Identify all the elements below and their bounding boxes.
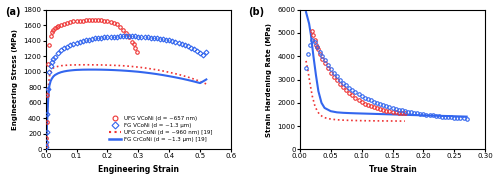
Text: (a): (a) — [5, 7, 20, 17]
Legend: UFG VCoNi (d = ~657 nm), FG VCoNi (d = ~1.3 μm), UFG CrCoNi (d = ~960 nm) [19], : UFG VCoNi (d = ~657 nm), FG VCoNi (d = ~… — [106, 113, 214, 144]
X-axis label: True Strain: True Strain — [368, 165, 416, 174]
Y-axis label: Strain Hardening Rate (MPa): Strain Hardening Rate (MPa) — [266, 22, 272, 136]
X-axis label: Engineering Strain: Engineering Strain — [98, 165, 179, 174]
Y-axis label: Engineering Stress (MPa): Engineering Stress (MPa) — [12, 29, 18, 130]
Text: (b): (b) — [248, 7, 264, 17]
